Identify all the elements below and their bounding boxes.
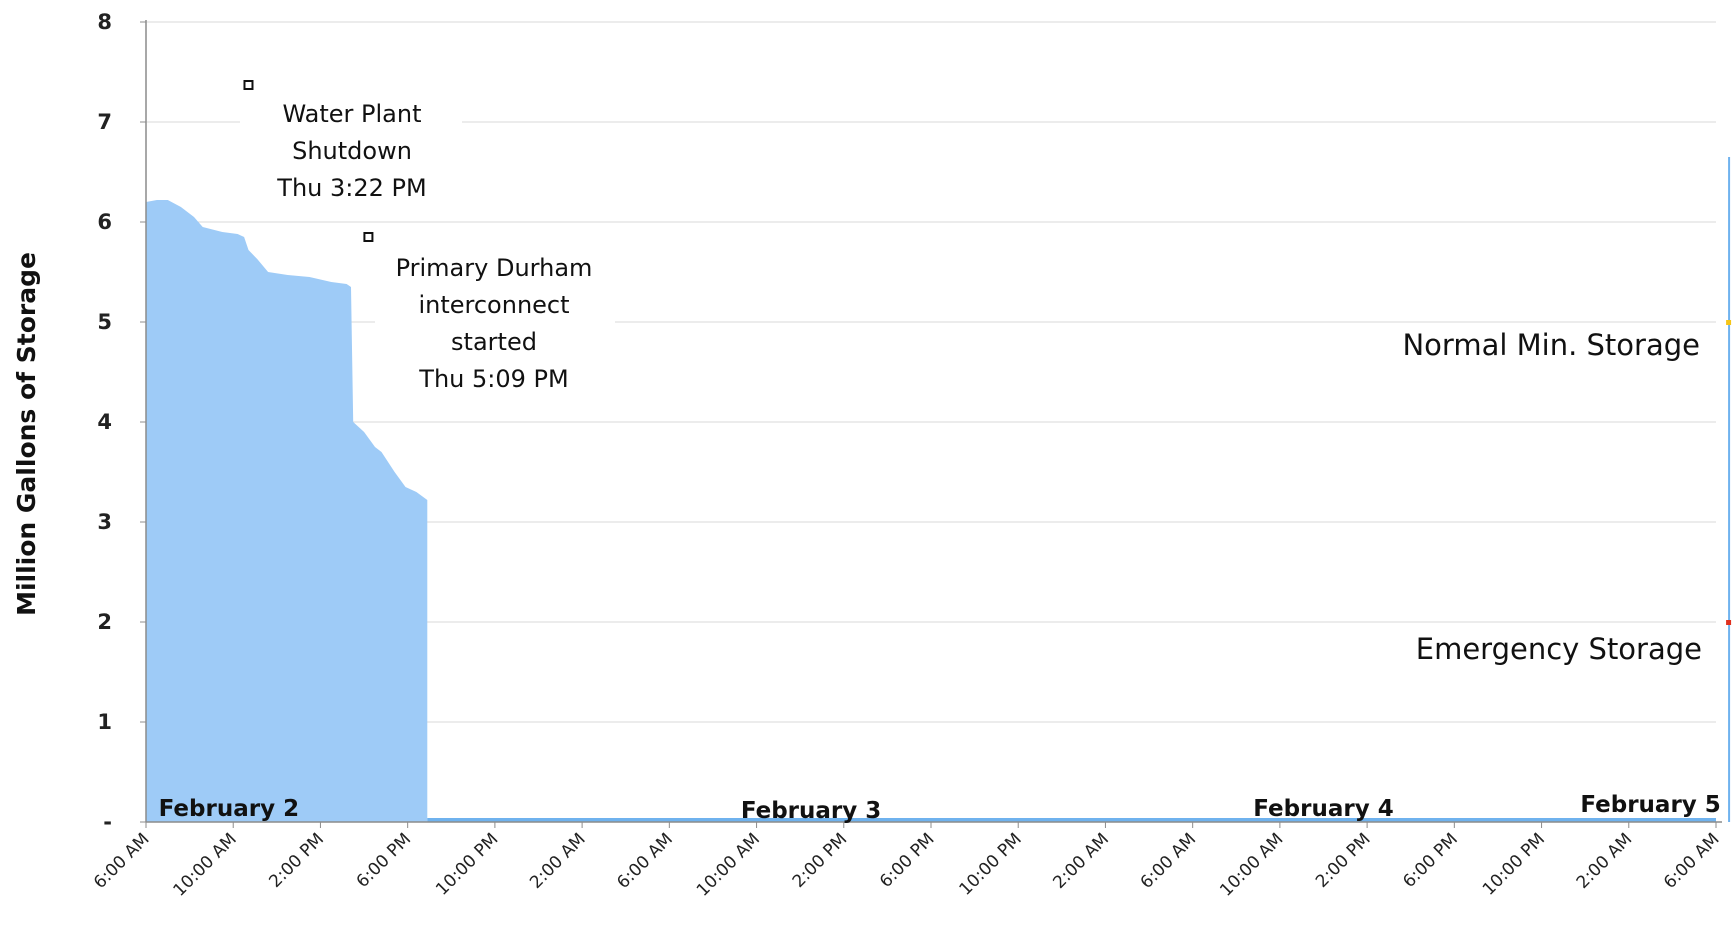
reference-marker — [1726, 620, 1732, 625]
annotation-text: Thu 5:09 PM — [418, 365, 568, 393]
x-tick-label: 10:00 AM — [170, 829, 241, 900]
x-tick-label: 2:00 PM — [1312, 829, 1375, 892]
day-label: February 4 — [1253, 796, 1393, 822]
annotation-text: Thu 3:22 PM — [276, 174, 426, 202]
annotation-text: Primary Durham — [396, 254, 593, 282]
annotation-text: Water Plant — [282, 100, 421, 128]
y-tick-label: 7 — [97, 110, 112, 134]
y-tick-label: 8 — [97, 10, 112, 34]
annotations: Water Plant Shutdown Thu 3:22 PM Primary Du… — [240, 80, 615, 404]
x-tick-label: 2:00 AM — [1573, 829, 1637, 893]
y-tick-label: 1 — [97, 710, 112, 734]
reference-label: Emergency Storage — [1416, 632, 1702, 666]
annotation-text: Shutdown — [292, 137, 412, 165]
x-tick-label: 6:00 AM — [90, 829, 154, 893]
day-label: February 3 — [741, 798, 881, 824]
y-tick-label: 3 — [97, 510, 112, 534]
storage-area-series — [146, 157, 1731, 822]
x-tick-label: 10:00 PM — [432, 829, 502, 899]
reference-marker — [1726, 320, 1732, 325]
x-tick-label: 6:00 PM — [876, 829, 939, 892]
x-tick-label: 6:00 PM — [1399, 829, 1462, 892]
reference-label: Normal Min. Storage — [1402, 328, 1700, 362]
x-tick-label: 10:00 AM — [693, 829, 764, 900]
y-axis-label: Million Gallons of Storage — [12, 252, 41, 616]
x-tick-label: 10:00 PM — [956, 829, 1026, 899]
storage-baseline — [427, 818, 1717, 822]
y-tick-label: 2 — [97, 610, 112, 634]
annotation-box — [240, 88, 462, 206]
reference-lines: Normal Min. Storage Emergency Storage — [1402, 320, 1732, 666]
x-tick-label: 10:00 PM — [1479, 829, 1549, 899]
annotation-marker — [243, 80, 254, 90]
x-tick-label: 2:00 PM — [789, 829, 852, 892]
x-tick-label: 6:00 PM — [353, 829, 416, 892]
y-tick-label: 6 — [97, 210, 112, 234]
day-label: February 5 — [1580, 792, 1720, 818]
x-tick-label: 10:00 AM — [1216, 829, 1287, 900]
x-tick-label: 2:00 PM — [265, 829, 328, 892]
day-labels: February 2 February 3 February 4 February 5 — [159, 792, 1721, 824]
x-tick-label: 6:00 AM — [1660, 829, 1724, 893]
x-tick-label: 2:00 AM — [526, 829, 590, 893]
annotation-text: interconnect — [418, 291, 569, 319]
storage-area — [146, 200, 428, 822]
annotation-text: started — [451, 328, 537, 356]
annotation-marker — [363, 232, 374, 242]
annotation-box — [375, 242, 615, 404]
y-tick-label: - — [103, 810, 112, 834]
x-tick-label: 2:00 AM — [1049, 829, 1113, 893]
day-label: February 2 — [159, 796, 299, 822]
y-tick-label: 5 — [97, 310, 112, 334]
x-tick-label: 6:00 AM — [1137, 829, 1201, 893]
x-tick-label: 6:00 AM — [613, 829, 677, 893]
y-tick-label: 4 — [97, 410, 112, 434]
